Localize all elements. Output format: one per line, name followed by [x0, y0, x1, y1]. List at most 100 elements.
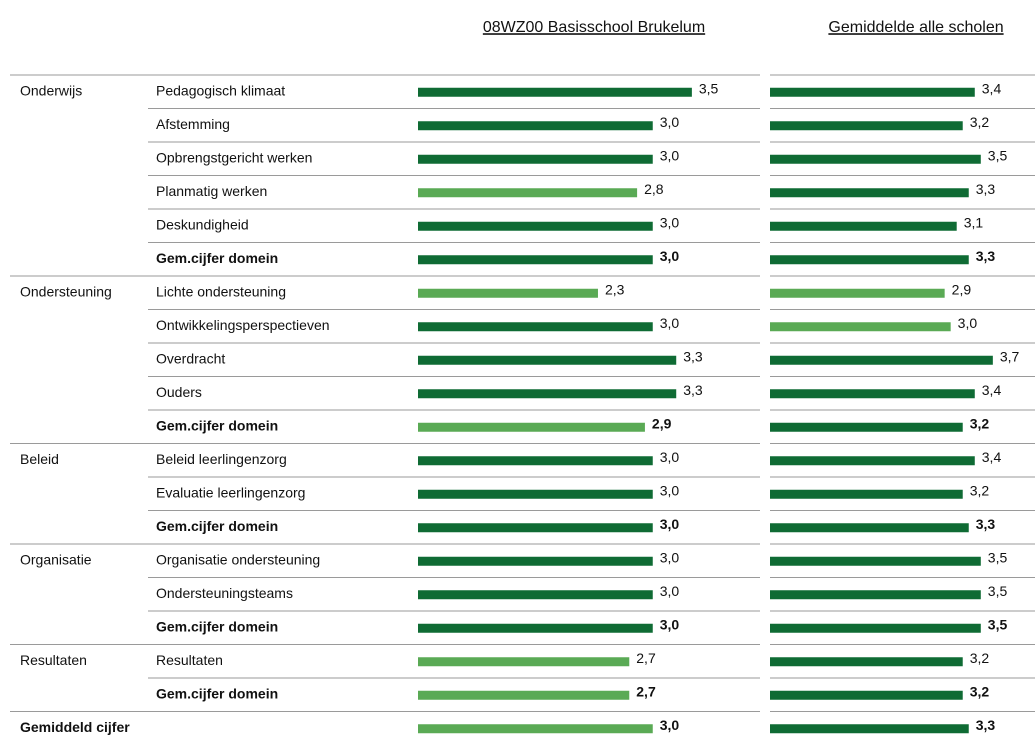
value-label: 3,3 [976, 181, 996, 197]
value-label: 3,0 [660, 482, 680, 498]
value-label: 3,0 [660, 449, 680, 465]
row-label: Pedagogisch klimaat [156, 82, 285, 98]
value-label: 3,3 [976, 717, 996, 733]
value-label: 3,0 [660, 717, 680, 733]
bar [770, 389, 975, 399]
domain-label: Resultaten [20, 652, 87, 668]
bar [770, 724, 969, 734]
bar [770, 288, 945, 298]
row-label: Ouders [156, 384, 202, 400]
row-label: Gem.cijfer domein [156, 417, 278, 433]
bar [418, 422, 645, 432]
value-label: 3,4 [982, 449, 1002, 465]
value-label: 3,1 [964, 214, 984, 230]
bar [418, 456, 653, 466]
bar [770, 422, 963, 432]
bar [418, 724, 653, 734]
value-label: 3,0 [660, 315, 680, 331]
value-label: 3,5 [988, 583, 1008, 599]
bar [770, 623, 981, 633]
domain-label: Organisatie [20, 551, 92, 567]
bar [418, 154, 653, 164]
bar [770, 523, 969, 533]
value-label: 3,3 [683, 348, 703, 364]
value-label: 3,2 [970, 415, 990, 431]
row-label: Lichte ondersteuning [156, 283, 286, 299]
value-label: 3,7 [1000, 348, 1020, 364]
bar [770, 456, 975, 466]
value-label: 3,5 [988, 549, 1008, 565]
bar [418, 389, 677, 399]
value-label: 3,2 [970, 683, 990, 699]
value-label: 2,9 [952, 281, 972, 297]
value-label: 3,0 [660, 549, 680, 565]
bar [418, 690, 630, 700]
bar [770, 690, 963, 700]
value-label: 3,4 [982, 80, 1002, 96]
row-label: Opbrengstgericht werken [156, 149, 312, 165]
bar [418, 590, 653, 600]
bar [418, 288, 598, 298]
row-label: Overdracht [156, 350, 225, 366]
row-label: Deskundigheid [156, 216, 249, 232]
bar [418, 623, 653, 633]
value-label: 3,2 [970, 482, 990, 498]
bar [418, 255, 653, 265]
column-title: Gemiddelde alle scholen [828, 19, 1003, 36]
value-label: 2,9 [652, 415, 672, 431]
bar [418, 188, 638, 198]
value-label: 2,3 [605, 281, 625, 297]
bar [418, 355, 677, 365]
bar [770, 657, 963, 667]
row-label: Organisatie ondersteuning [156, 551, 320, 567]
domain-label: Ondersteuning [20, 283, 112, 299]
bar [418, 87, 692, 97]
value-label: 3,0 [660, 248, 680, 264]
bar [770, 590, 981, 600]
row-label: Planmatig werken [156, 183, 267, 199]
bar [418, 657, 630, 667]
bar [418, 121, 653, 131]
row-label: Ontwikkelingsperspectieven [156, 317, 330, 333]
value-label: 3,2 [970, 650, 990, 666]
value-label: 3,5 [699, 80, 719, 96]
value-label: 2,7 [636, 650, 656, 666]
value-label: 3,3 [976, 516, 996, 532]
bar [770, 188, 969, 198]
bar [418, 489, 653, 499]
value-label: 3,0 [958, 315, 978, 331]
value-label: 3,5 [988, 616, 1008, 632]
value-label: 3,2 [970, 114, 990, 130]
row-label: Gem.cijfer domein [156, 518, 278, 534]
bar [770, 489, 963, 499]
row-label: Ondersteuningsteams [156, 585, 293, 601]
value-label: 3,4 [982, 382, 1002, 398]
bar [770, 154, 981, 164]
value-label: 3,5 [988, 147, 1008, 163]
column-title: 08WZ00 Basisschool Brukelum [483, 19, 705, 36]
value-label: 2,8 [644, 181, 664, 197]
row-label: Gem.cijfer domein [156, 250, 278, 266]
row-label: Beleid leerlingenzorg [156, 451, 287, 467]
value-label: 3,0 [660, 616, 680, 632]
value-label: 3,3 [976, 248, 996, 264]
bar [418, 523, 653, 533]
bar [770, 556, 981, 566]
bar [770, 322, 951, 332]
value-label: 3,0 [660, 114, 680, 130]
value-label: 2,7 [636, 683, 656, 699]
bar [418, 322, 653, 332]
row-label: Evaluatie leerlingenzorg [156, 484, 305, 500]
bar [418, 221, 653, 231]
domain-label: Onderwijs [20, 82, 82, 98]
row-label: Gem.cijfer domein [156, 685, 278, 701]
value-label: 3,0 [660, 147, 680, 163]
bar [770, 355, 993, 365]
bar [770, 255, 969, 265]
row-label: Gem.cijfer domein [156, 618, 278, 634]
row-label: Resultaten [156, 652, 223, 668]
value-label: 3,0 [660, 516, 680, 532]
row-label: Afstemming [156, 116, 230, 132]
value-label: 3,0 [660, 214, 680, 230]
